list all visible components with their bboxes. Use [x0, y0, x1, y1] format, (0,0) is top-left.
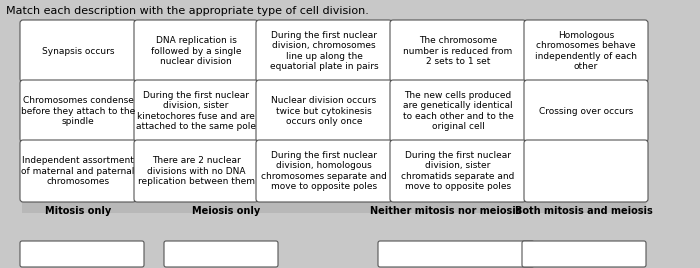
FancyBboxPatch shape [522, 241, 646, 267]
FancyBboxPatch shape [20, 20, 136, 82]
FancyBboxPatch shape [256, 20, 392, 82]
FancyBboxPatch shape [134, 80, 258, 142]
FancyBboxPatch shape [20, 140, 136, 202]
Text: DNA replication is
followed by a single
nuclear division: DNA replication is followed by a single … [150, 36, 242, 66]
Text: During the first nuclear
division, chromosomes
line up along the
equatorial plat: During the first nuclear division, chrom… [270, 31, 378, 71]
Text: Meiosis only: Meiosis only [192, 206, 260, 216]
FancyBboxPatch shape [134, 20, 258, 82]
Text: The chromosome
number is reduced from
2 sets to 1 set: The chromosome number is reduced from 2 … [403, 36, 512, 66]
FancyBboxPatch shape [20, 80, 136, 142]
FancyBboxPatch shape [134, 140, 258, 202]
FancyBboxPatch shape [256, 80, 392, 142]
Text: There are 2 nuclear
divisions with no DNA
replication between them: There are 2 nuclear divisions with no DN… [137, 156, 255, 186]
FancyBboxPatch shape [524, 20, 648, 82]
FancyBboxPatch shape [524, 140, 648, 202]
FancyBboxPatch shape [390, 80, 526, 142]
Text: Homologous
chromosomes behave
independently of each
other: Homologous chromosomes behave independen… [535, 31, 637, 71]
Bar [22, 35, 646, 213]
Text: During the first nuclear
division, sister
chromatids separate and
move to opposi: During the first nuclear division, siste… [401, 151, 514, 191]
Text: Independent assortment
of maternal and paternal
chromosomes: Independent assortment of maternal and p… [21, 156, 134, 186]
FancyBboxPatch shape [20, 241, 144, 267]
Text: Match each description with the appropriate type of cell division.: Match each description with the appropri… [6, 6, 369, 16]
Text: Chromosomes condense
before they attach to the
spindle: Chromosomes condense before they attach … [21, 96, 135, 126]
FancyBboxPatch shape [390, 20, 526, 82]
Text: During the first nuclear
division, sister
kinetochores fuse and are
attached to : During the first nuclear division, siste… [136, 91, 256, 131]
FancyBboxPatch shape [256, 140, 392, 202]
FancyBboxPatch shape [378, 241, 534, 267]
FancyBboxPatch shape [390, 140, 526, 202]
Text: Synapsis occurs: Synapsis occurs [42, 47, 114, 55]
Text: Mitosis only: Mitosis only [45, 206, 111, 216]
Text: During the first nuclear
division, homologous
chromosomes separate and
move to o: During the first nuclear division, homol… [261, 151, 387, 191]
Text: The new cells produced
are genetically identical
to each other and to the
origin: The new cells produced are genetically i… [402, 91, 513, 131]
Text: Both mitosis and meiosis: Both mitosis and meiosis [515, 206, 653, 216]
Text: Nuclear division occurs
twice but cytokinesis
occurs only once: Nuclear division occurs twice but cytoki… [272, 96, 377, 126]
Text: Crossing over occurs: Crossing over occurs [539, 106, 633, 116]
Text: Neither mitosis nor meiosis: Neither mitosis nor meiosis [370, 206, 522, 216]
FancyBboxPatch shape [524, 80, 648, 142]
FancyBboxPatch shape [164, 241, 278, 267]
